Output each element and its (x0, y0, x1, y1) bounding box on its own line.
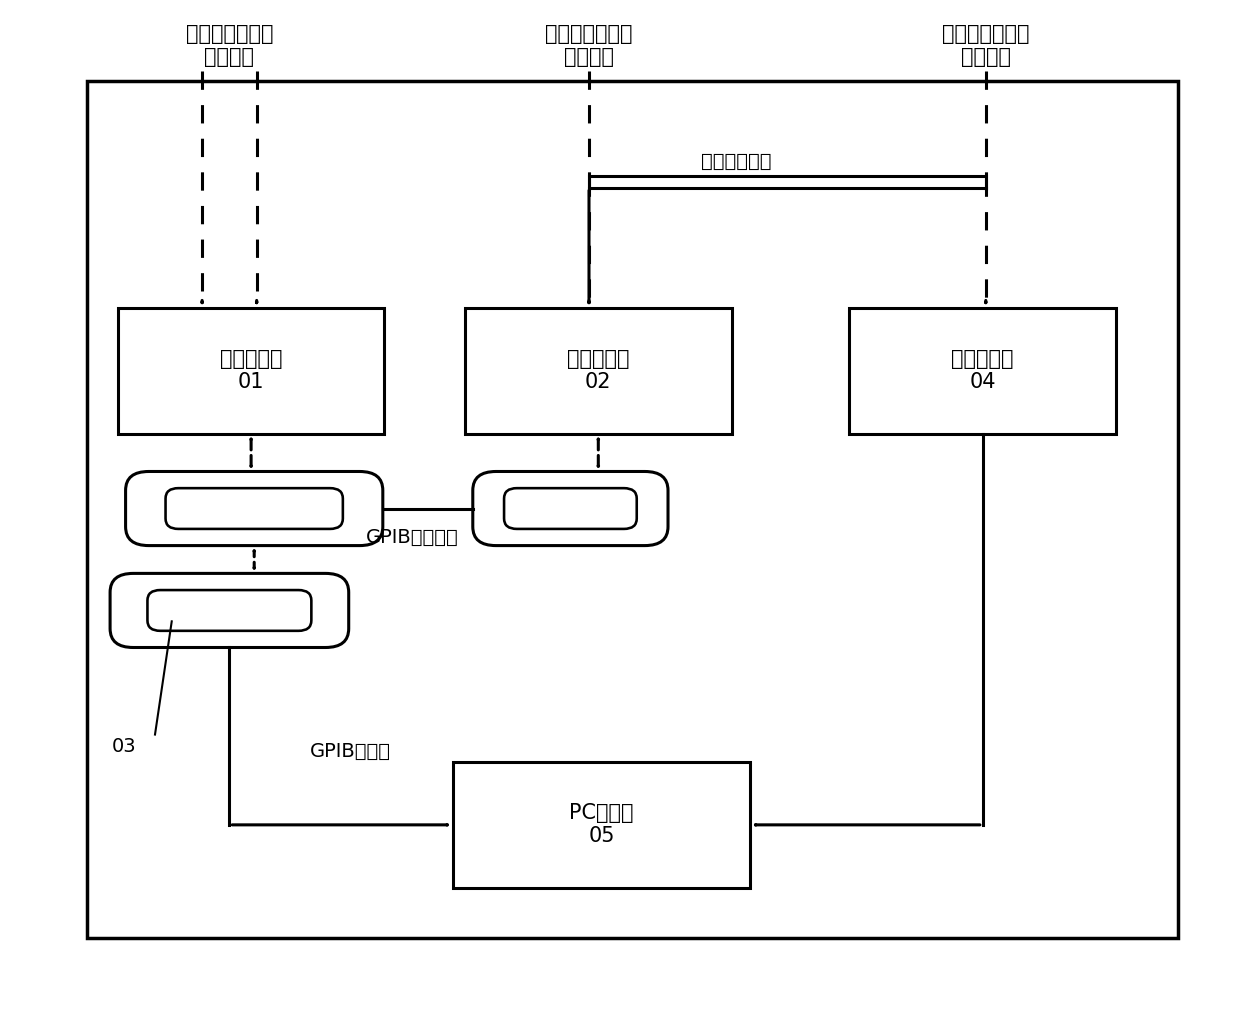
Text: GPIB采集卡: GPIB采集卡 (310, 743, 391, 761)
Bar (87, 81, 1178, 938)
FancyBboxPatch shape (505, 488, 636, 529)
Text: 同步时钟信号: 同步时钟信号 (701, 152, 771, 171)
FancyBboxPatch shape (110, 573, 348, 648)
FancyBboxPatch shape (166, 488, 342, 529)
FancyBboxPatch shape (472, 471, 668, 546)
FancyBboxPatch shape (148, 590, 311, 631)
Text: 标准互感器模拟
输出信号: 标准互感器模拟 输出信号 (186, 24, 273, 67)
Text: 被测互感器数字
输出信号: 被测互感器数字 输出信号 (942, 24, 1029, 67)
Text: 协议转换器
04: 协议转换器 04 (951, 349, 1014, 393)
Bar (849, 308, 1116, 434)
Text: PC工控机
05: PC工控机 05 (569, 803, 634, 847)
Bar (118, 308, 384, 434)
Text: 数字多用表
02: 数字多用表 02 (567, 349, 630, 393)
Bar (453, 762, 750, 888)
Text: 03: 03 (112, 738, 136, 756)
FancyBboxPatch shape (125, 471, 383, 546)
Text: 被测互感器模拟
输出信号: 被测互感器模拟 输出信号 (546, 24, 632, 67)
Text: GPIB并联电缆: GPIB并联电缆 (366, 529, 459, 547)
Bar (465, 308, 732, 434)
Text: 数字多用表
01: 数字多用表 01 (219, 349, 283, 393)
